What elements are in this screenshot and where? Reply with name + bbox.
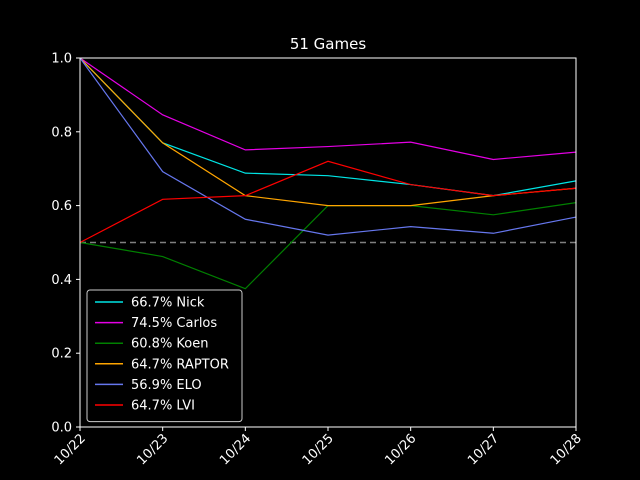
legend-label-4: 56.9% ELO xyxy=(131,378,202,393)
y-tick-label: 0.0 xyxy=(51,421,72,436)
legend: 66.7% Nick 74.5% Carlos 60.8% Koen 64.7% RA… xyxy=(86,289,243,423)
series-line-1 xyxy=(79,57,577,161)
chart-title: 51 Games xyxy=(290,35,367,53)
legend-label-5: 64.7% LVI xyxy=(131,399,195,414)
legend-label-3: 64.7% RAPTOR xyxy=(131,357,229,372)
y-tick-label: 0.2 xyxy=(51,347,72,362)
legend-label-2: 60.8% Koen xyxy=(131,337,209,352)
legend-box xyxy=(86,289,243,423)
y-tick-label: 0.6 xyxy=(51,199,72,214)
y-tick-label: 0.4 xyxy=(51,273,72,288)
y-tick-label: 0.8 xyxy=(51,125,72,140)
legend-label-0: 66.7% Nick xyxy=(131,296,205,311)
series-line-4 xyxy=(79,57,577,236)
legend-label-1: 74.5% Carlos xyxy=(131,316,217,331)
y-tick-label: 1.0 xyxy=(51,52,72,67)
series-line-5 xyxy=(79,160,577,244)
